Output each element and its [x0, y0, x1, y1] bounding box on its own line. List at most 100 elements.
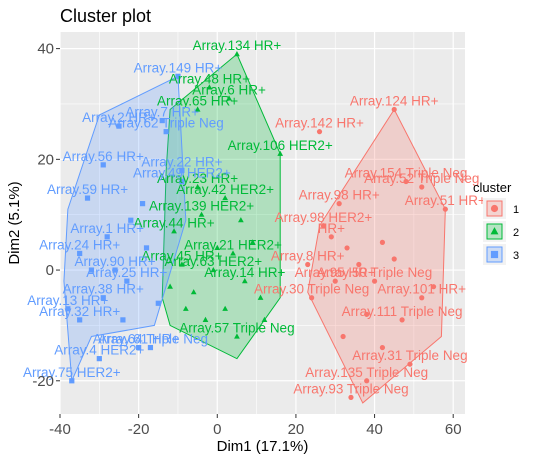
cluster-2-point	[171, 228, 177, 234]
cluster-1-point-label: Array.142 HR+	[275, 116, 364, 131]
cluster-1-point-label: Array.93 Triple Neg	[293, 381, 408, 396]
cluster-1-point	[407, 361, 413, 367]
y-tick-label: -20	[32, 373, 54, 390]
cluster-3-point-label: Array.22 HR+	[141, 154, 222, 169]
legend-title: cluster	[473, 180, 512, 195]
cluster-1-point	[364, 311, 370, 317]
cluster-3-point-label: Array.59 HR+	[47, 182, 128, 197]
cluster-3-point-label: Array.25 HR+	[86, 265, 167, 280]
cluster-1-point	[379, 239, 386, 245]
cluster-2-point-label: Array.57 Triple Neg	[179, 320, 294, 335]
legend-label-1: 1	[513, 204, 519, 216]
cluster-2-point	[206, 84, 213, 90]
cluster-3-point-label: Array.56 HR+	[63, 149, 144, 164]
x-tick-label: 40	[366, 421, 383, 438]
legend-label-2: 2	[513, 227, 519, 239]
legend-label-3: 3	[513, 250, 519, 262]
cluster-1-point	[340, 333, 346, 340]
cluster-2-point	[277, 150, 284, 156]
cluster-3-point	[120, 317, 126, 323]
x-tick-label: 0	[213, 421, 221, 438]
cluster-3-point-label: Array.61 HR+	[98, 332, 179, 347]
cluster-1-point	[399, 317, 405, 323]
cluster-2-point	[257, 294, 264, 300]
x-tick-label: 60	[445, 421, 462, 438]
cluster-3-point	[104, 234, 110, 240]
cluster-1-point	[336, 201, 342, 207]
cluster-3-point	[179, 167, 185, 174]
cluster-1-point	[391, 106, 397, 113]
cluster-3-point-label: Array.24 HR+	[39, 237, 120, 252]
cluster-1-point-label: Array.52 Triple Neg	[364, 171, 479, 186]
cluster-3-point-label: Array.90 HR+	[74, 254, 155, 269]
cluster-3-point	[65, 306, 71, 312]
cluster-hulls	[63, 53, 446, 404]
cluster-2-point	[198, 211, 205, 217]
cluster-3-point	[179, 178, 185, 185]
cluster-3-point	[175, 73, 181, 79]
cluster-1-point-label: Array.154 Triple Neg	[345, 165, 468, 180]
cluster-2-point	[222, 194, 229, 201]
cluster-2-point-label: Array.44 HR+	[133, 215, 214, 230]
legend-symbol-1	[490, 204, 499, 213]
cluster-2-point-label: Array.42 HER2+	[176, 182, 274, 197]
cluster-2-point	[241, 278, 248, 284]
cluster-3-point	[69, 378, 75, 384]
cluster-2-point-label: Array.134 HR+	[193, 38, 282, 53]
cluster-2-point	[182, 305, 189, 311]
cluster-2-point-label: Array.48 HR+	[169, 71, 250, 86]
cluster-3-point	[128, 217, 134, 223]
legend-symbol-3	[490, 250, 499, 259]
cluster-3-point	[77, 250, 83, 257]
cluster-1-point	[364, 378, 370, 384]
cluster-1-point	[332, 278, 338, 284]
cluster-2-point-label: Array.23 HR+	[157, 171, 238, 186]
cluster-1-point-label: Array.98 HER2+	[275, 210, 373, 225]
cluster-3-point	[116, 123, 122, 129]
cluster-3-point-label: Array.4 HER2+	[54, 343, 144, 358]
cluster-1-point-label: Array.124 HR+	[350, 94, 439, 109]
cluster-3-point	[155, 300, 161, 306]
cluster-2-point	[249, 239, 256, 245]
cluster-1-point-label: Array.8 HR+	[271, 249, 345, 264]
cluster-3-point	[163, 129, 169, 135]
cluster-2-point	[214, 244, 221, 250]
cluster-3-point-label: Array.75 HER2+	[23, 365, 121, 380]
cluster-3-point	[147, 344, 154, 351]
cluster-1-point	[391, 256, 397, 262]
cluster-3-point	[124, 278, 130, 284]
cluster-1-point	[348, 394, 354, 400]
cluster-2-point-label: Array.65 HR+	[157, 94, 238, 109]
cluster-1-point	[442, 206, 448, 212]
cluster-2-point-label: Array.45 HR+	[141, 249, 222, 264]
cluster-2-point	[210, 266, 217, 273]
cluster-2-point	[202, 316, 209, 322]
cluster-2-point	[230, 250, 236, 256]
chart-title: Cluster plot	[60, 6, 151, 26]
cluster-3-point	[143, 245, 150, 251]
cluster-3-point	[136, 344, 142, 351]
cluster-1-point	[309, 295, 315, 301]
cluster-1-point	[344, 245, 350, 251]
data-points	[65, 51, 448, 400]
cluster-1-point-label: Array.98 HR+	[299, 188, 380, 203]
cluster-2-point	[261, 316, 268, 322]
cluster-2-point	[194, 106, 201, 112]
cluster-1-point	[320, 223, 327, 229]
cluster-3-point-label: Array.2 HR+	[82, 110, 156, 125]
cluster-1-point	[419, 184, 425, 190]
cluster-3-point	[139, 201, 146, 207]
cluster-2-point	[234, 333, 240, 339]
cluster-1-point	[430, 284, 437, 290]
cluster-3-point-label: Array.64 Triple Neg	[93, 332, 208, 347]
cluster-3-point-label: Array.13 HR+	[27, 293, 108, 308]
cluster-3-point	[100, 162, 106, 168]
cluster-2-point-label: Array.139 HER2+	[149, 199, 254, 214]
x-tick-label: 20	[288, 421, 305, 438]
y-tick-label: 20	[37, 151, 54, 168]
y-tick-label: 40	[37, 41, 54, 58]
cluster-2-point	[179, 261, 185, 267]
cluster-3-point-label: Array.149 HR+	[134, 60, 223, 75]
cluster-1-point-label: Array.95 HR+	[295, 265, 376, 280]
